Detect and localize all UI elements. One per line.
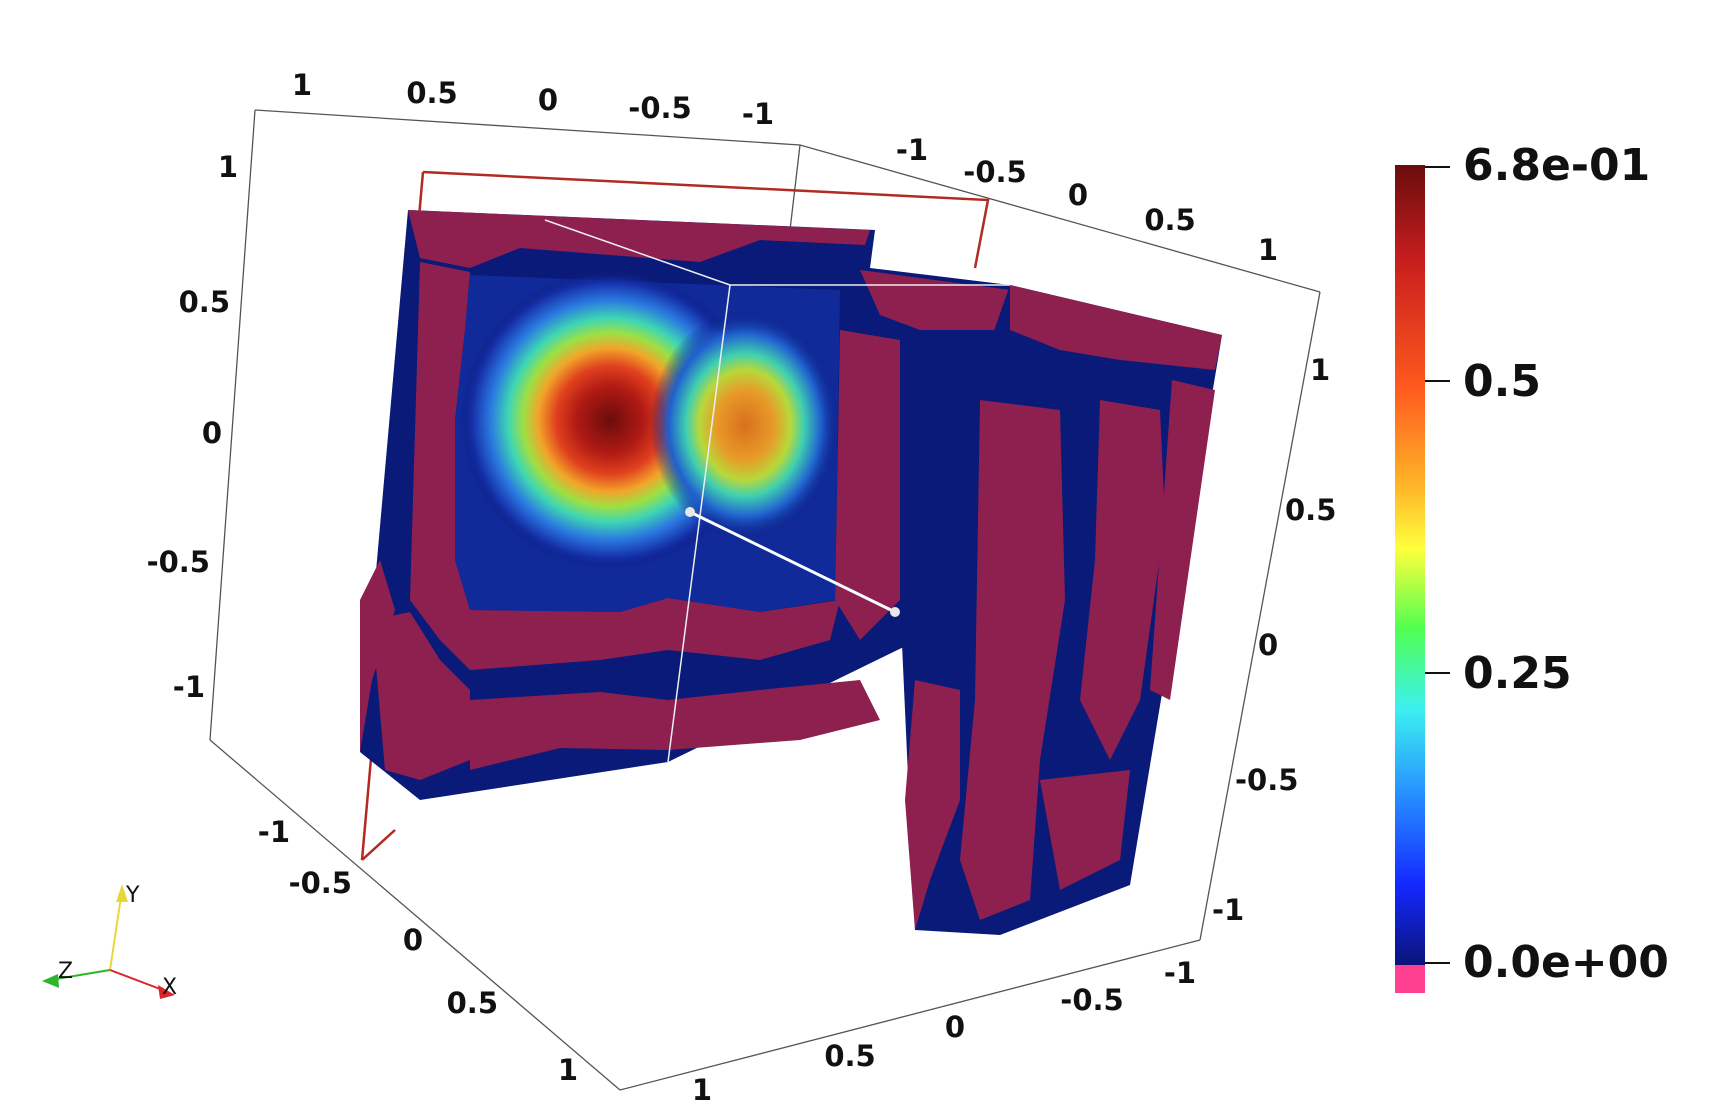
y-arrow-icon (116, 884, 128, 902)
tick-label: -0.5 (628, 91, 691, 125)
colorbar-legend: 6.8e-01 0.5 0.25 0.0e+00 (1395, 140, 1669, 993)
tick-label: 0.5 (1144, 203, 1195, 237)
probe-line-widget[interactable] (685, 507, 900, 617)
orientation-axes: Y X Z (42, 883, 177, 1000)
tick-label: -1 (742, 97, 774, 131)
tick-label: 1 (292, 68, 312, 102)
colorbar-min-label: 0.0e+00 (1463, 937, 1669, 988)
orientation-y-label: Y (125, 883, 140, 908)
orientation-z-label: Z (58, 959, 73, 984)
colorbar-below-range-swatch (1395, 965, 1425, 993)
x-arrow-icon (158, 985, 175, 999)
probe-point-1-handle[interactable] (685, 507, 695, 517)
colorbar-tick-label: 0.5 (1463, 356, 1541, 407)
tick-label: -0.5 (147, 545, 210, 579)
tick-label: -0.5 (963, 155, 1026, 189)
mesh-side-face (900, 285, 1222, 935)
z-arrow-icon (42, 974, 59, 988)
tick-label: 0.5 (406, 76, 457, 110)
tick-label: 1 (1258, 233, 1278, 267)
axis-labels: 1 0.5 0 -0.5 -1 -1 -0.5 0 0.5 1 1 0.5 0 … (147, 68, 1337, 1106)
slice-plane-lines (544, 219, 1010, 763)
tick-label: 0.5 (447, 986, 498, 1020)
tick-label: 0.5 (1285, 493, 1336, 527)
tick-label: 0.5 (179, 285, 230, 319)
tick-label: 0 (538, 83, 558, 117)
axes-grid (209, 109, 1321, 1091)
tick-label: 1 (218, 150, 238, 184)
tick-label: 1 (558, 1053, 578, 1087)
tick-label: 1 (1310, 353, 1330, 387)
tick-label: -1 (1164, 956, 1196, 990)
tick-label: -0.5 (289, 866, 352, 900)
tick-label: 0 (403, 923, 423, 957)
colorbar-gradient (1395, 165, 1425, 965)
mesh-front-face (360, 210, 1010, 800)
tick-label: -0.5 (1060, 983, 1123, 1017)
tick-label: 0 (945, 1010, 965, 1044)
tick-label: -0.5 (1235, 763, 1298, 797)
tick-label: -1 (1212, 893, 1244, 927)
tick-label: 0.5 (824, 1039, 875, 1073)
tick-label: 0 (202, 416, 222, 450)
orientation-x-label: X (162, 975, 177, 1000)
tick-label: 1 (692, 1073, 712, 1106)
colorbar-tick-label: 0.25 (1463, 648, 1572, 699)
colorbar-max-label: 6.8e-01 (1463, 140, 1650, 191)
tick-label: -1 (258, 815, 290, 849)
tick-label: -1 (896, 133, 928, 167)
tick-label: 0 (1258, 628, 1278, 662)
tick-label: 0 (1068, 178, 1088, 212)
probe-point-2-handle[interactable] (890, 607, 900, 617)
tick-label: -1 (173, 670, 205, 704)
